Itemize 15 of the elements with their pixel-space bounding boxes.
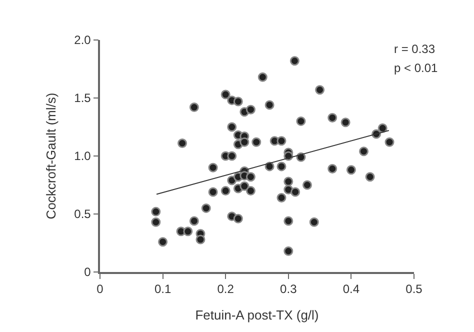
x-tick-label: 0 [96,282,104,296]
x-tick-label: 0.3 [280,282,298,296]
y-tick-label: 2.0 [74,33,92,48]
annotation: r = 0.33 [394,42,436,56]
x-axis-title: Fetuin-A post-TX (g/l) [195,307,319,322]
y-tick-label: 1.5 [74,91,92,106]
x-tick-label: 0.4 [342,282,360,296]
x-tick-label: 0.1 [154,282,172,296]
y-tick-label: 1.0 [74,149,92,164]
y-axis-title: Cockcroft-Gault (ml/s) [44,92,59,220]
annotation: p < 0.01 [394,61,438,75]
x-tick-label: 0.5 [406,282,423,296]
x-tick-label: 0.2 [217,282,234,296]
y-tick-label: 0 [84,265,92,280]
y-tick-label: 0.5 [74,207,92,222]
